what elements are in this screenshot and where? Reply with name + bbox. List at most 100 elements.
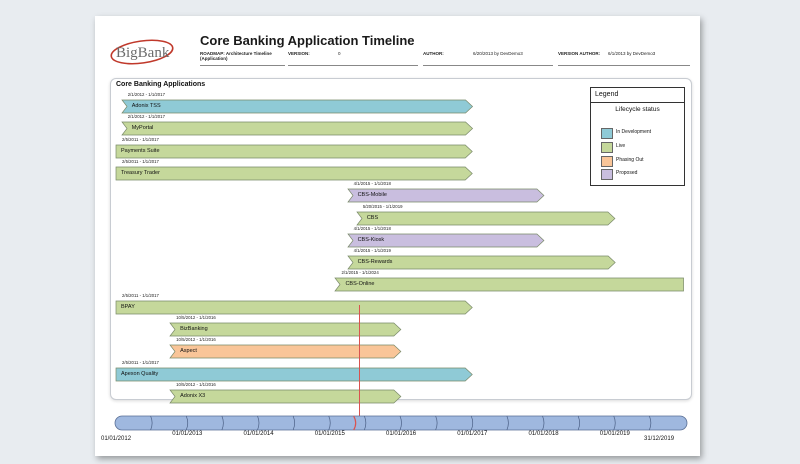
legend-label: In Development (616, 129, 652, 135)
timeline-bar[interactable]: BPAY (115, 300, 473, 315)
bar-polygon (169, 389, 402, 404)
bar-label: BizBanking (180, 326, 208, 332)
logo-text: BigBank (116, 45, 170, 61)
legend-swatch (601, 128, 613, 139)
bar-polygon (120, 99, 473, 114)
bar-label: Payments Suite (121, 147, 160, 154)
bar-polygon (120, 121, 473, 136)
bar-shape (346, 233, 545, 248)
bar-dates: 5/20/2015 - 1/1/2019 (362, 203, 403, 209)
bar-dates: 4/1/2015 - 1/1/2019 (353, 248, 391, 254)
legend-swatch (601, 142, 613, 153)
bar-shape (169, 389, 402, 404)
axis-tick-label: 01/01/2019 (599, 431, 630, 437)
bar-label: Apexon Quality (121, 370, 159, 377)
legend-swatch (601, 156, 613, 167)
timeline-bar[interactable]: CBS-Online (334, 278, 685, 292)
page-title: Core Banking Application Timeline (200, 33, 415, 48)
bigbank-logo: BigBank (108, 37, 190, 65)
bar-label: MyPortal (131, 125, 154, 132)
legend-label: Proposed (616, 170, 638, 176)
timeline-bar[interactable]: CBS (356, 211, 616, 225)
bar-dates: 2/1/2015 - 1/1/2024 (341, 270, 379, 276)
today-marker-line (359, 305, 360, 420)
bar-polygon (346, 233, 545, 248)
bar-polygon (169, 322, 402, 337)
bar-shape (115, 166, 473, 181)
bar-dates: 2/5/2011 - 1/1/2017 (122, 158, 159, 164)
legend-label: Phasing Out (616, 157, 644, 163)
bar-dates: 2/5/2011 - 1/1/2017 (122, 292, 159, 298)
bar-polygon (115, 144, 473, 158)
timeline-bar[interactable]: Apexon Quality (115, 367, 473, 381)
bar-dates: 2/5/2011 - 1/1/2017 (122, 359, 159, 365)
bar-shape (115, 300, 473, 315)
bar-shape (346, 188, 545, 203)
axis-tick-label: 01/01/2017 (457, 431, 488, 437)
panel-title: Core Banking Applications (116, 81, 206, 88)
bar-dates: 4/1/2015 - 1/1/2018 (353, 225, 391, 231)
timeline-bar[interactable]: CBS-Kiosk (346, 233, 545, 248)
meta-author-value: 6/20/2013 by DevDemo3 (473, 51, 523, 56)
axis-tick-label: 01/01/2014 (243, 431, 274, 437)
meta-version: VERSION: 0 (288, 51, 418, 66)
meta-roadmap-label: ROADMAP: Architecture Timeline (Applicat… (200, 51, 272, 61)
axis-tick-label: 01/01/2013 (172, 431, 203, 437)
timeline-bar[interactable]: Adonix X3 (169, 389, 402, 404)
timeline-bar[interactable]: CBS-Mobile (346, 188, 545, 203)
bar-dates: 10/5/2012 - 1/1/2016 (176, 337, 216, 343)
timeline-bar[interactable]: CBS-Rewards (346, 255, 616, 270)
bar-dates: 2/5/2011 - 1/1/2017 (122, 136, 159, 142)
bar-polygon (356, 211, 616, 225)
bar-label: Treasury Trader (121, 169, 160, 176)
bar-label: Aspect (180, 348, 197, 355)
bar-polygon (115, 300, 473, 315)
bar-dates: 4/1/2015 - 1/1/2018 (353, 181, 391, 187)
bar-label: Adonix X3 (180, 392, 206, 399)
meta-author-label: AUTHOR: (423, 51, 444, 56)
timeline-bar[interactable]: Adonix TSS (120, 99, 473, 114)
bar-polygon (346, 255, 616, 270)
bar-polygon (169, 344, 402, 359)
axis-tick-label: 01/01/2018 (528, 431, 559, 437)
meta-roadmap: ROADMAP: Architecture Timeline (Applicat… (200, 51, 285, 66)
timeline-bar[interactable]: Treasury Trader (115, 166, 473, 181)
meta-version-label: VERSION: (288, 51, 310, 56)
bar-polygon (115, 367, 473, 381)
bar-label: CBS-Online (345, 281, 375, 288)
bar-shape (346, 255, 616, 270)
axis-tick-label: 01/01/2015 (314, 431, 345, 437)
bar-label: BPAY (121, 303, 135, 310)
meta-author: AUTHOR: 6/20/2013 by DevDemo3 (423, 51, 553, 66)
legend-label: Live (616, 143, 626, 149)
timeline-bar[interactable]: Aspect (169, 344, 402, 359)
bar-shape (120, 121, 473, 136)
meta-version-author: VERSION AUTHOR: 6/1/2013 by DevDemo3 (558, 51, 690, 66)
timeline-bar[interactable]: BizBanking (169, 322, 402, 337)
bar-dates: 10/5/2012 - 1/1/2016 (176, 315, 216, 320)
meta-version-author-value: 6/1/2013 by DevDemo3 (608, 51, 656, 56)
legend-divider (591, 102, 684, 103)
bar-polygon (346, 188, 545, 203)
bar-label: CBS-Rewards (357, 259, 393, 266)
bar-shape (334, 278, 685, 292)
bar-shape (169, 344, 402, 359)
axis-tick-label: 01/01/2012 (101, 436, 132, 442)
bar-dates: 2/1/2012 - 1/1/2017 (127, 92, 165, 97)
bar-label: Adonix TSS (131, 103, 161, 109)
bar-shape (115, 144, 473, 158)
bar-shape (115, 367, 473, 381)
legend-title: Legend (595, 91, 619, 98)
meta-version-value: 0 (338, 51, 341, 56)
legend: Legend Lifecycle status In Development L… (590, 87, 685, 186)
legend-swatch (601, 169, 613, 180)
bar-dates: 10/5/2012 - 1/1/2016 (176, 381, 216, 387)
timeline-bar[interactable]: MyPortal (120, 121, 473, 136)
bar-shape (356, 211, 616, 225)
legend-subtitle: Lifecycle status (615, 106, 660, 113)
timeline-bar[interactable]: Payments Suite (115, 144, 473, 158)
axis-tick-label: 01/01/2016 (386, 431, 417, 437)
bar-label: CBS (366, 214, 379, 221)
bar-polygon (115, 166, 473, 181)
meta-version-author-label: VERSION AUTHOR: (558, 51, 601, 56)
